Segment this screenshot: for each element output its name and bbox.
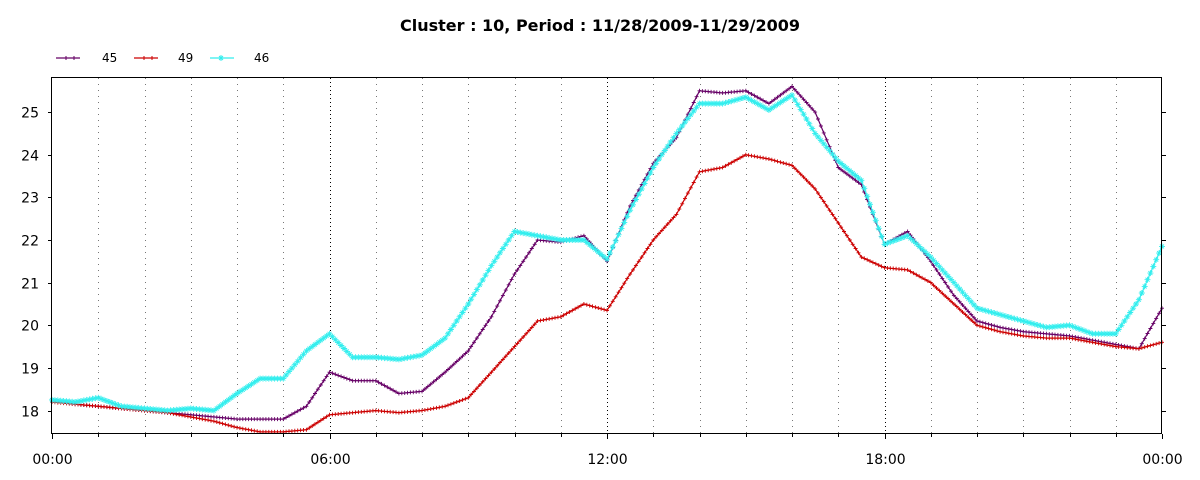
series-markers-46 xyxy=(49,92,1165,414)
y-tick-label: 21 xyxy=(21,277,39,293)
legend-item-46: 46 xyxy=(210,51,269,65)
axes: 00:00 06:00 12:00 18:00 00:00 18 19 20 21 22 23 24 2… xyxy=(21,106,1183,469)
plot-frame xyxy=(51,77,1162,434)
y-tick-label: 19 xyxy=(21,362,39,378)
legend-label-45: 45 xyxy=(102,51,117,65)
y-tick-label: 25 xyxy=(21,106,39,122)
x-tick-label: 00:00 xyxy=(32,452,72,468)
legend: 45 49 46 xyxy=(56,51,269,65)
legend-marker-49 xyxy=(142,56,154,60)
x-tick-label: 06:00 xyxy=(310,452,350,468)
grid xyxy=(98,78,1117,434)
chart-title: Cluster : 10, Period : 11/28/2009-11/29/… xyxy=(400,16,800,35)
x-tick-label: 18:00 xyxy=(865,452,905,468)
y-tick-label: 24 xyxy=(21,149,39,165)
series-49 xyxy=(50,152,1164,434)
series-46 xyxy=(49,92,1165,414)
series-layer xyxy=(49,84,1165,434)
y-tick-label: 20 xyxy=(21,319,39,335)
y-tick-label: 22 xyxy=(21,234,39,250)
x-tick-label: 00:00 xyxy=(1142,452,1182,468)
legend-marker-46 xyxy=(218,55,224,61)
x-tick-label: 12:00 xyxy=(587,452,627,468)
legend-label-49: 49 xyxy=(178,51,193,65)
y-tick-label: 18 xyxy=(21,405,39,421)
legend-marker-45 xyxy=(64,56,76,60)
legend-label-46: 46 xyxy=(254,51,269,65)
legend-item-45: 45 xyxy=(56,51,117,65)
legend-item-49: 49 xyxy=(134,51,193,65)
y-tick-label: 23 xyxy=(21,191,39,207)
